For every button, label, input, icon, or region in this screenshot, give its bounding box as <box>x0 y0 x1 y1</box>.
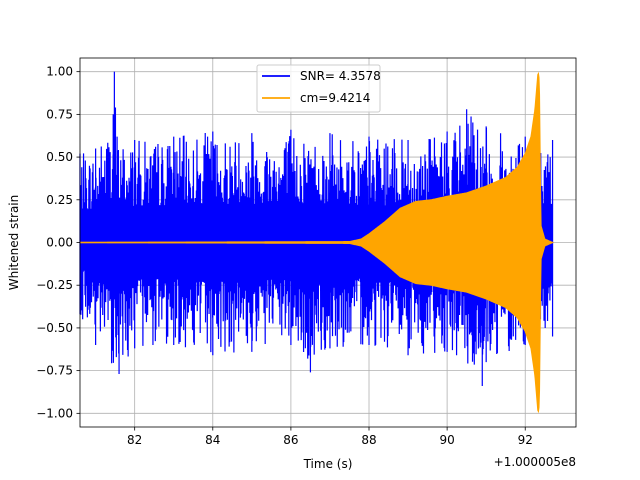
y-tick-label: −0.25 <box>36 278 73 292</box>
legend-label-cm: cm=9.4214 <box>300 91 370 105</box>
y-tick-label: −0.50 <box>36 321 73 335</box>
y-tick-label: 0.00 <box>46 236 73 250</box>
x-tick-label: 86 <box>283 433 298 447</box>
x-tick-label: 90 <box>439 433 454 447</box>
y-tick-label: −0.75 <box>36 364 73 378</box>
x-tick-label: 82 <box>127 433 142 447</box>
x-tick-label: 88 <box>361 433 376 447</box>
x-tick-label: 84 <box>205 433 220 447</box>
legend-label-snr: SNR= 4.3578 <box>300 69 381 83</box>
x-offset-label: +1.000005e8 <box>494 455 576 469</box>
y-axis-label: Whitened strain <box>7 195 21 291</box>
y-tick-label: −1.00 <box>36 406 73 420</box>
legend: SNR= 4.3578 cm=9.4214 <box>256 64 381 113</box>
ticks: 82 84 86 88 90 92 −1.00 −0.75 −0.50 −0.25 0.00 0.25… <box>36 65 533 447</box>
series-snr-line <box>79 71 554 386</box>
y-tick-label: 1.00 <box>46 65 73 79</box>
y-tick-label: 0.75 <box>46 107 73 121</box>
y-tick-label: 0.50 <box>46 150 73 164</box>
y-tick-label: 0.25 <box>46 193 73 207</box>
x-tick-label: 92 <box>518 433 533 447</box>
plot-series <box>79 71 555 414</box>
x-axis-label: Time (s) <box>303 457 353 471</box>
